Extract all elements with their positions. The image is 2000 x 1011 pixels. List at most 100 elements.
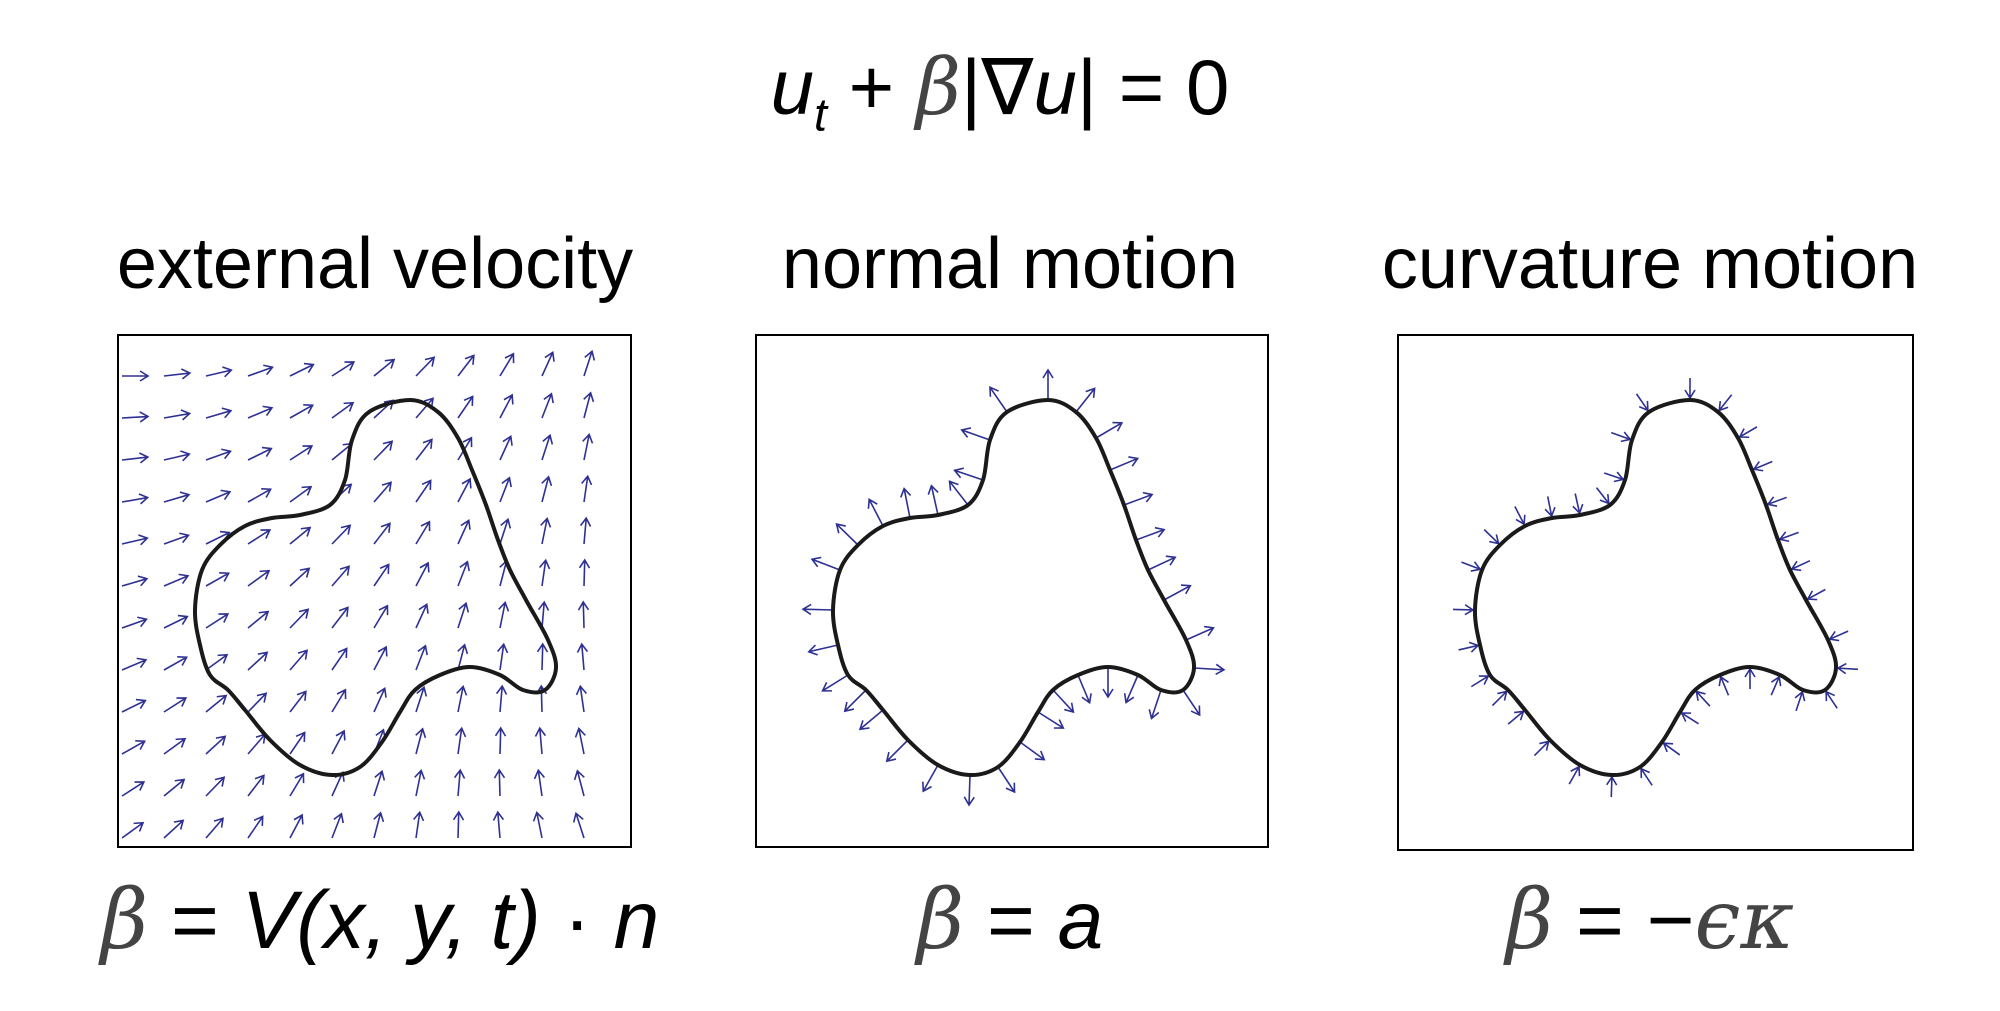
velocity-arrow: [121, 534, 149, 546]
velocity-arrow: [537, 600, 550, 629]
curvature-arrow: [1572, 493, 1584, 515]
velocity-arrow: [331, 812, 344, 839]
velocity-arrow: [540, 517, 552, 545]
velocity-arrow: [415, 561, 430, 587]
velocity-arrow: [163, 778, 186, 797]
formula-beta: β: [100, 873, 149, 968]
velocity-arrow: [539, 558, 551, 587]
normal-arrow: [1147, 555, 1177, 571]
velocity-arrow: [289, 649, 309, 671]
normal-arrow: [989, 386, 1008, 413]
velocity-arrow: [247, 774, 265, 797]
curvature-arrow: [1738, 426, 1758, 439]
normal-arrow: [1075, 387, 1096, 413]
velocity-arrow: [497, 642, 509, 671]
normal-arrow: [1019, 741, 1046, 761]
normal-arrow: [885, 739, 909, 763]
normal-arrow: [1077, 674, 1092, 705]
normal-arrow: [843, 689, 867, 713]
normal-arrow: [1193, 663, 1226, 676]
formula-a: a: [1057, 875, 1104, 966]
velocity-arrow: [289, 362, 315, 377]
velocity-arrow: [413, 810, 425, 839]
velocity-arrow: [373, 563, 390, 587]
curvature-arrow: [1790, 559, 1811, 572]
formula-curvature-motion: β = −ϵκ: [1400, 880, 1900, 962]
velocity-arrow: [289, 690, 307, 713]
velocity-arrow: [331, 606, 349, 629]
velocity-arrow: [331, 688, 347, 713]
velocity-arrow: [499, 352, 515, 377]
velocity-arrow: [574, 727, 586, 755]
velocity-arrow: [205, 817, 225, 839]
velocity-arrow: [499, 476, 512, 503]
velocity-arrow: [247, 569, 271, 587]
velocity-arrow: [457, 518, 471, 545]
velocity-arrow: [205, 489, 232, 503]
velocity-arrow: [373, 358, 396, 377]
velocity-arrow: [163, 737, 187, 755]
velocity-arrow: [205, 407, 233, 419]
normal-arrow: [821, 674, 849, 692]
curvature-arrow: [1533, 740, 1550, 757]
velocity-arrow: [247, 529, 272, 545]
formula-dot: ·: [540, 875, 614, 966]
eq-plus: +: [827, 43, 916, 131]
velocity-arrow: [331, 565, 351, 587]
velocity-arrow: [581, 474, 593, 503]
velocity-arrow: [415, 602, 429, 629]
normal-arrow: [948, 480, 969, 506]
normal-arrow: [810, 556, 841, 571]
curvature-arrow: [1640, 767, 1653, 786]
formula-beta: β: [916, 873, 965, 968]
panel-title-curvature-motion: curvature motion: [1381, 224, 1919, 304]
velocity-arrow: [541, 475, 553, 503]
curvature-arrow: [1836, 662, 1859, 675]
velocity-arrow: [373, 440, 394, 461]
eq-abs-open: |: [961, 43, 982, 131]
velocity-arrow: [457, 560, 470, 587]
panel-frame-external-velocity: [117, 334, 632, 848]
interface-curve: [192, 397, 559, 778]
velocity-arrow: [457, 354, 475, 377]
velocity-arrow: [415, 644, 428, 671]
velocity-arrow: [331, 524, 352, 545]
normal-arrow: [900, 487, 912, 519]
velocity-arrow: [457, 477, 472, 503]
normal-arrow: [807, 644, 839, 656]
curvature-arrow: [1544, 496, 1556, 518]
velocity-arrow: [163, 409, 192, 421]
curvature-arrow: [1603, 471, 1625, 483]
velocity-arrow: [247, 651, 269, 671]
velocity-arrow: [331, 401, 355, 419]
curvature-arrow: [1491, 690, 1508, 707]
normal-arrow: [1042, 368, 1054, 400]
curvature-arrow: [1568, 765, 1581, 785]
velocity-arrow: [289, 485, 313, 503]
velocity-arrow: [247, 364, 274, 377]
normal-arrow: [1185, 625, 1215, 641]
velocity-arrow: [499, 517, 512, 545]
curvature-arrow: [1662, 742, 1681, 756]
velocity-arrow: [457, 601, 470, 629]
normal-arrow: [1123, 674, 1139, 704]
velocity-arrow: [205, 653, 229, 671]
velocity-arrow: [121, 452, 150, 464]
normal-arrow: [1052, 689, 1075, 714]
velocity-arrow: [205, 776, 226, 797]
velocity-arrow: [582, 433, 594, 461]
velocity-arrow: [247, 487, 272, 503]
velocity-arrow: [373, 686, 387, 713]
velocity-arrow: [121, 575, 149, 587]
velocity-arrow: [452, 810, 465, 839]
velocity-arrow: [492, 810, 505, 839]
velocity-arrow: [373, 645, 388, 671]
velocity-arrow: [163, 491, 191, 503]
curvature-arrow: [1514, 506, 1526, 526]
velocity-arrow: [577, 600, 590, 629]
velocity-arrow: [533, 768, 545, 797]
velocity-arrow: [289, 813, 304, 839]
normal-arrow: [1123, 491, 1154, 506]
velocity-arrow: [205, 571, 230, 587]
